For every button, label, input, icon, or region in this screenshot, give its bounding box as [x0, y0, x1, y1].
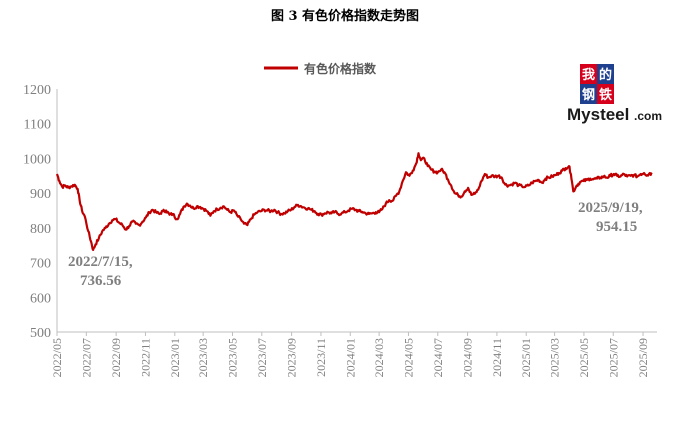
- logo-char-de: 的: [599, 67, 612, 83]
- x-tick-label: 2025/07: [606, 338, 620, 377]
- x-tick-label: 2025/01: [519, 338, 533, 377]
- logo-suffix: .com: [634, 109, 662, 123]
- logo-cell-1: [580, 64, 597, 84]
- x-tick-label: 2025/09: [636, 338, 650, 377]
- y-tick-label: 1200: [23, 83, 51, 98]
- y-tick-label: 800: [30, 222, 51, 237]
- axis-lines: [56, 89, 657, 333]
- y-tick-label: 1000: [23, 152, 51, 167]
- x-tick-label: 2023/11: [314, 338, 328, 377]
- annotation-low-value: 736.56: [80, 273, 122, 289]
- annotation-latest: 2025/9/19, 954.15: [578, 200, 643, 235]
- figure-title: 图 3 有色价格指数走势图: [271, 8, 419, 24]
- logo-wordmark: Mysteel: [567, 105, 629, 124]
- x-tick-label: 2022/07: [79, 338, 93, 377]
- x-tick-label: 2024/05: [401, 338, 415, 377]
- logo-char-wo: 我: [582, 67, 595, 83]
- series-line-nonferrous-index: [55, 152, 653, 251]
- annotation-low-date: 2022/7/15,: [68, 254, 133, 270]
- y-tick-label: 500: [30, 326, 51, 341]
- x-tick-label: 2024/03: [372, 338, 386, 377]
- logo-char-tie: 铁: [598, 87, 612, 103]
- x-tick-label: 2023/05: [225, 338, 239, 377]
- y-tick-label: 900: [30, 187, 51, 202]
- legend: 有色价格指数: [264, 61, 377, 76]
- logo-cell-3: [580, 84, 597, 104]
- y-tick-label: 600: [30, 291, 51, 306]
- x-tick-label: 2022/11: [138, 338, 152, 377]
- x-tick-label: 2024/01: [343, 338, 357, 377]
- x-tick-label: 2022/09: [109, 338, 123, 377]
- y-tick-label: 1100: [24, 118, 51, 133]
- y-axis: 500 600 700 800 900 1000 1100 1200: [23, 83, 51, 341]
- mysteel-logo: 我 的 钢 铁 Mysteel .com: [567, 64, 662, 124]
- logo-char-gang: 钢: [582, 87, 595, 103]
- y-tick-label: 700: [30, 257, 51, 272]
- logo-cell-2: [597, 64, 614, 84]
- x-tick-label: 2025/05: [577, 338, 591, 377]
- x-tick-label: 2024/11: [490, 338, 504, 377]
- annotation-latest-value: 954.15: [596, 219, 637, 235]
- x-tick-label: 2023/07: [255, 338, 269, 377]
- x-tick-label: 2024/07: [431, 338, 445, 377]
- annotation-latest-date: 2025/9/19,: [578, 200, 643, 216]
- x-tick-label: 2022/05: [50, 338, 64, 377]
- x-tick-label: 2024/09: [461, 338, 475, 377]
- annotation-low: 2022/7/15, 736.56: [68, 254, 133, 289]
- x-tick-label: 2023/01: [168, 338, 182, 377]
- x-axis: 2022/05 2022/07 2022/09 2022/11 2023/01 2023/…: [50, 332, 650, 377]
- x-tick-label: 2025/03: [548, 338, 562, 377]
- legend-label: 有色价格指数: [304, 61, 377, 76]
- x-tick-label: 2023/09: [285, 338, 299, 377]
- logo-cell-4: [597, 84, 614, 104]
- x-tick-label: 2023/03: [196, 338, 210, 377]
